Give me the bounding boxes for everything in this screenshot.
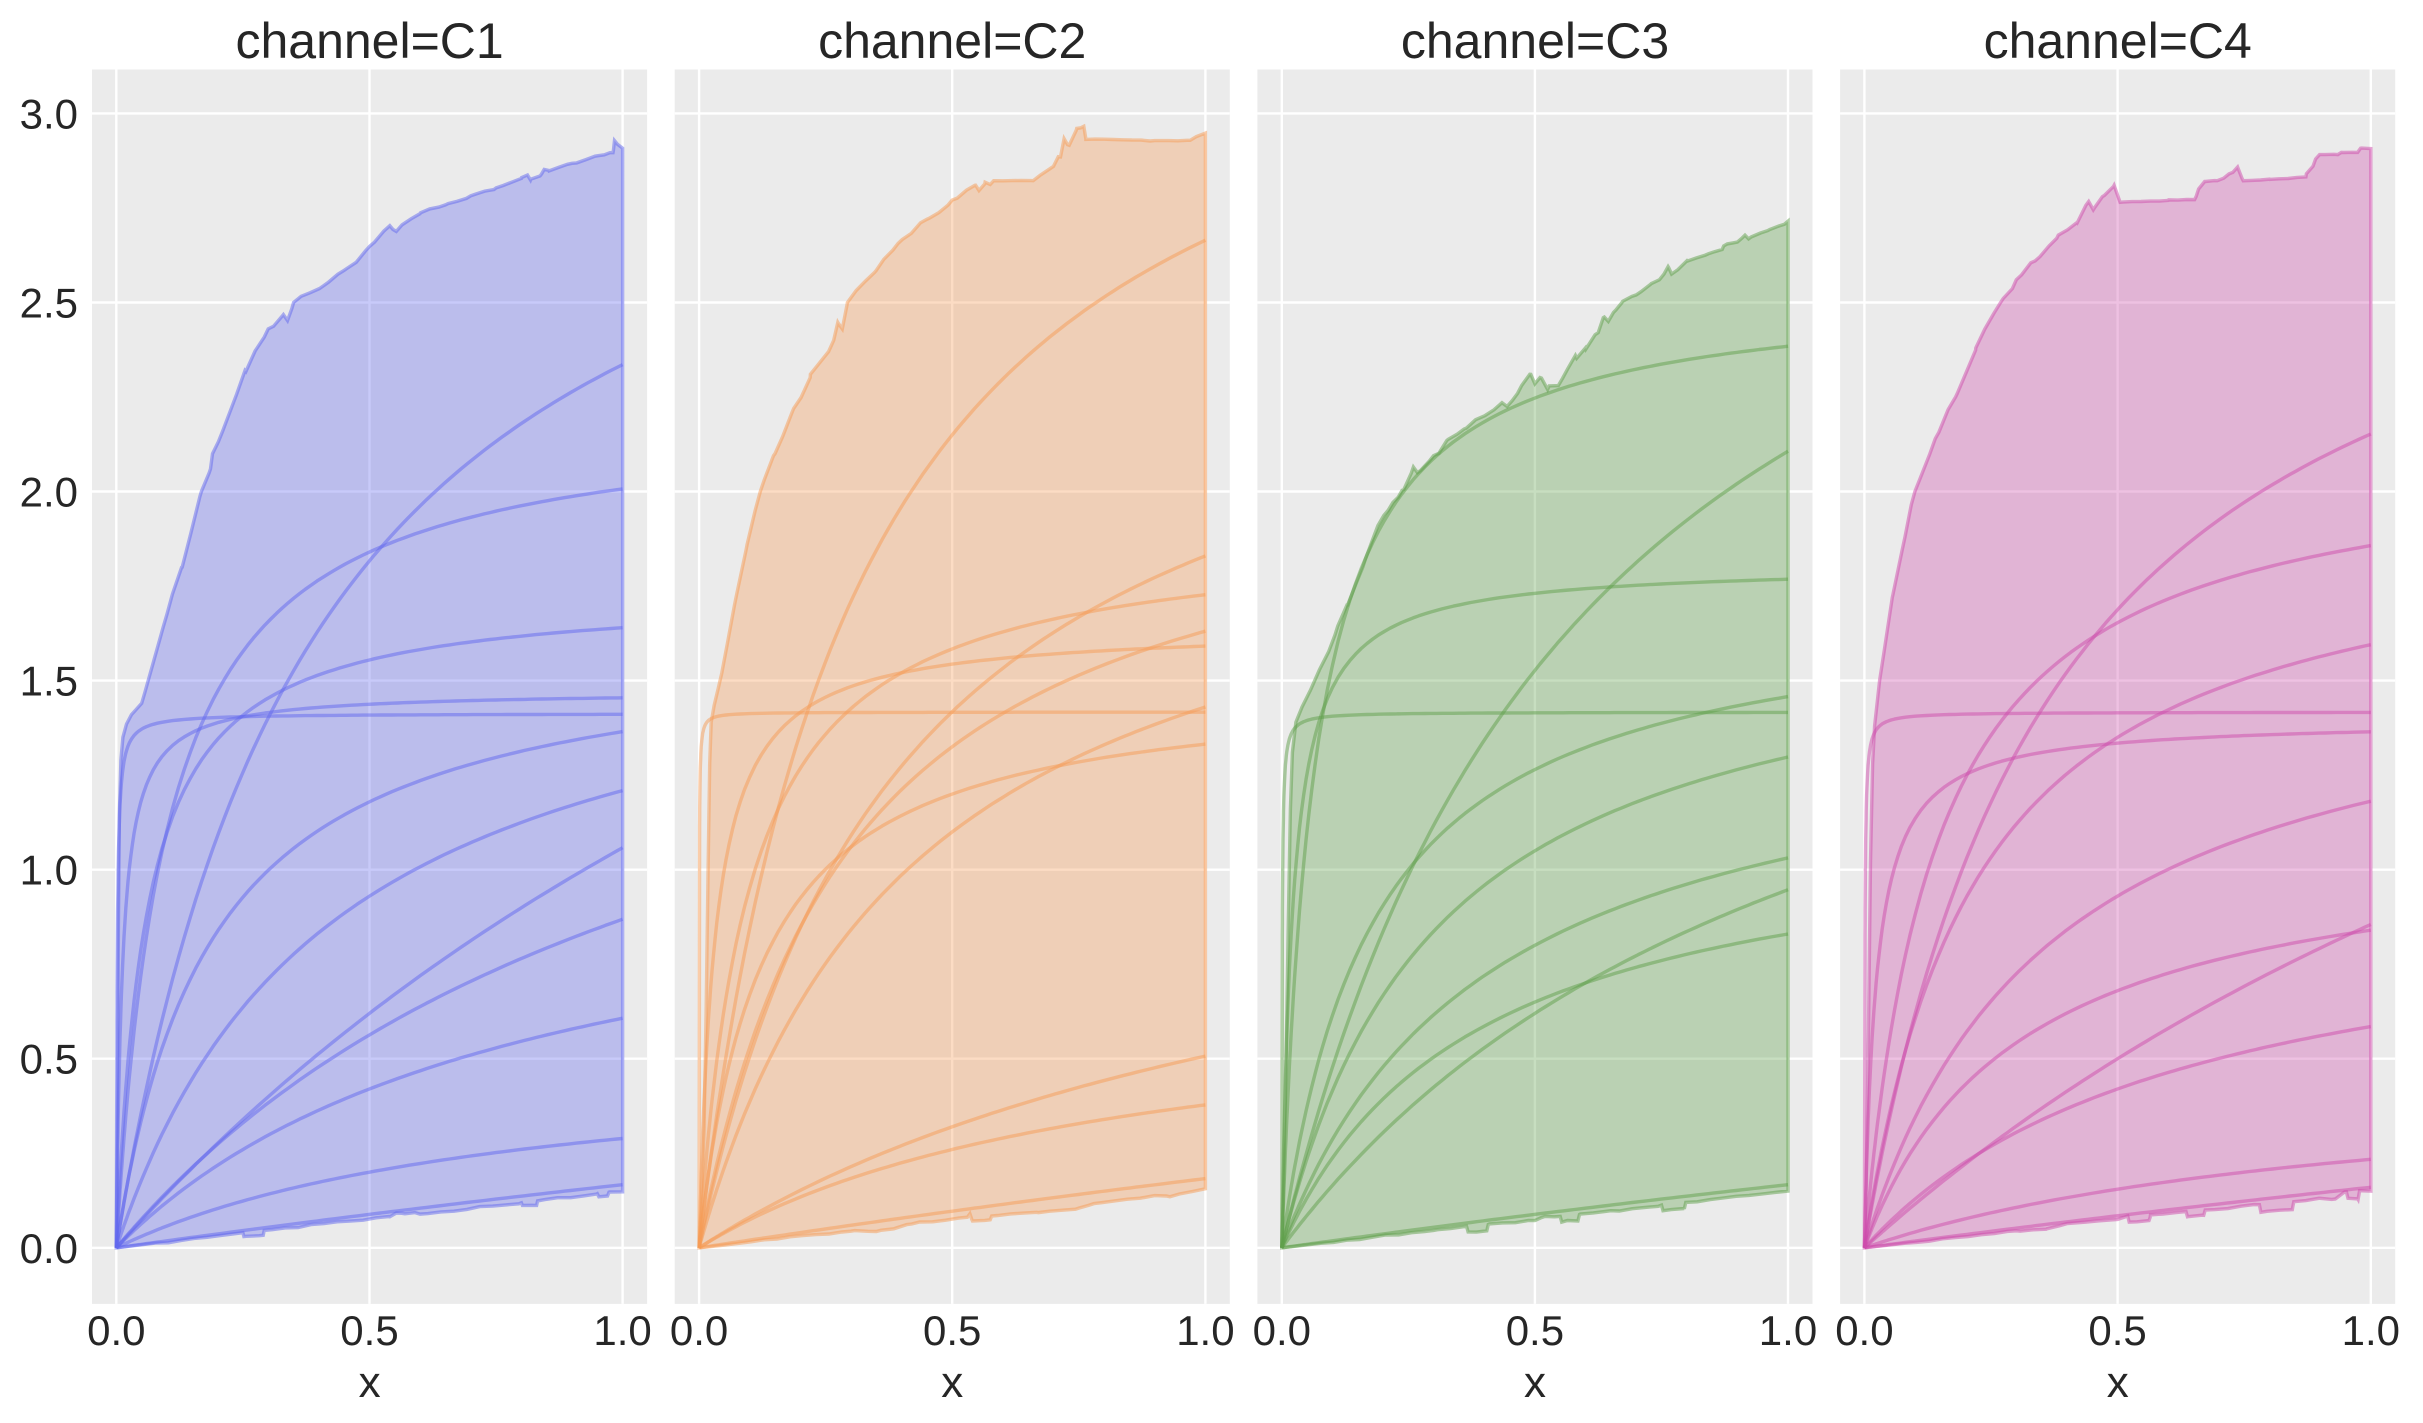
svg-text:1.0: 1.0	[1759, 1307, 1817, 1354]
svg-text:2.5: 2.5	[20, 280, 78, 327]
svg-text:0.0: 0.0	[87, 1307, 145, 1354]
svg-text:1.0: 1.0	[2342, 1307, 2400, 1354]
svg-text:0.0: 0.0	[1835, 1307, 1893, 1354]
svg-text:x: x	[2107, 1358, 2129, 1407]
svg-text:channel=C3: channel=C3	[1401, 13, 1669, 69]
svg-text:channel=C2: channel=C2	[818, 13, 1086, 69]
svg-text:1.5: 1.5	[20, 658, 78, 705]
svg-text:channel=C4: channel=C4	[1984, 13, 2252, 69]
svg-text:0.0: 0.0	[20, 1225, 78, 1272]
svg-text:0.5: 0.5	[923, 1307, 981, 1354]
svg-text:2.0: 2.0	[20, 469, 78, 516]
svg-text:1.0: 1.0	[20, 847, 78, 894]
svg-text:0.5: 0.5	[340, 1307, 398, 1354]
svg-text:x: x	[941, 1358, 963, 1407]
svg-text:x: x	[359, 1358, 381, 1407]
svg-text:0.0: 0.0	[1253, 1307, 1311, 1354]
svg-text:0.5: 0.5	[20, 1036, 78, 1083]
svg-text:1.0: 1.0	[1176, 1307, 1234, 1354]
svg-text:0.5: 0.5	[1506, 1307, 1564, 1354]
svg-text:3.0: 3.0	[20, 90, 78, 137]
svg-text:0.5: 0.5	[2088, 1307, 2146, 1354]
svg-text:1.0: 1.0	[593, 1307, 651, 1354]
svg-text:0.0: 0.0	[670, 1307, 728, 1354]
svg-text:x: x	[1524, 1358, 1546, 1407]
svg-text:channel=C1: channel=C1	[235, 13, 503, 69]
